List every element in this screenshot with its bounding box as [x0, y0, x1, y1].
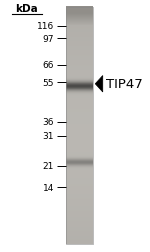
Text: 97: 97 [42, 35, 54, 44]
Text: TIP47: TIP47 [106, 78, 142, 91]
Text: 14: 14 [43, 183, 54, 192]
Text: 31: 31 [42, 132, 54, 141]
Text: 66: 66 [42, 61, 54, 70]
Text: 21: 21 [43, 162, 54, 171]
Text: 116: 116 [37, 22, 54, 31]
Text: kDa: kDa [16, 4, 38, 14]
Polygon shape [95, 76, 103, 92]
Text: 36: 36 [42, 118, 54, 127]
Bar [66, 8, 93, 244]
Text: 55: 55 [42, 79, 54, 88]
